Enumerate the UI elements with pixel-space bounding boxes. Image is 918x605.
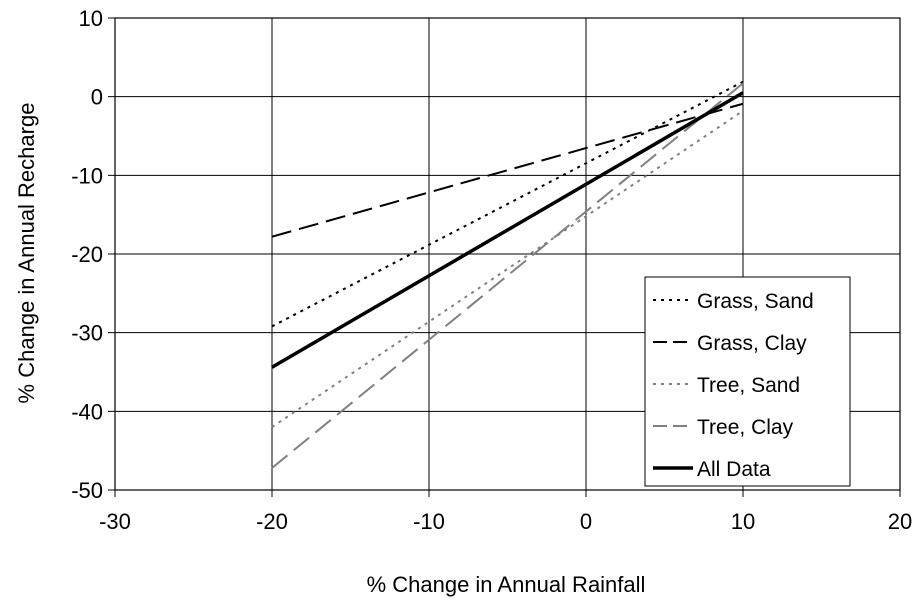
x-tick-label: 0 [580, 509, 592, 534]
y-tick-label: -40 [71, 399, 103, 424]
legend-box [644, 276, 851, 487]
series-lines [271, 80, 744, 469]
legend-label: All Data [697, 458, 771, 481]
y-tick-label: -50 [71, 478, 103, 503]
x-axis-ticks: -30 -20 -10 0 10 20 [99, 490, 912, 534]
y-axis-ticks: 10 0 -10 -20 -30 -40 -50 [71, 6, 115, 503]
y-tick-label: -10 [71, 163, 103, 188]
legend-label: Grass, Clay [697, 332, 807, 355]
y-axis-label: % Change in Annual Recharge [14, 103, 39, 404]
x-tick-label: -20 [256, 509, 288, 534]
x-tick-label: 20 [888, 509, 912, 534]
series-line-grass-sand [271, 80, 744, 328]
x-axis-label: % Change in Annual Rainfall [367, 572, 646, 597]
x-tick-label: -10 [413, 509, 445, 534]
legend-label: Tree, Clay [697, 416, 794, 439]
series-line-tree-clay [271, 82, 744, 469]
y-tick-label: -20 [71, 242, 103, 267]
series-line-all-data [271, 91, 744, 369]
legend-label: Grass, Sand [697, 290, 814, 313]
x-tick-label: 10 [731, 509, 755, 534]
legend: Grass, Sand Grass, Clay Tree, Sand Tree, Cl… [644, 276, 851, 487]
series-line-tree-sand [271, 109, 744, 428]
series-line-grass-clay [271, 102, 744, 238]
legend-label: Tree, Sand [697, 374, 800, 397]
y-tick-label: 0 [91, 85, 103, 110]
y-tick-label: -30 [71, 321, 103, 346]
x-tick-label: -30 [99, 509, 131, 534]
y-tick-label: 10 [79, 6, 103, 31]
